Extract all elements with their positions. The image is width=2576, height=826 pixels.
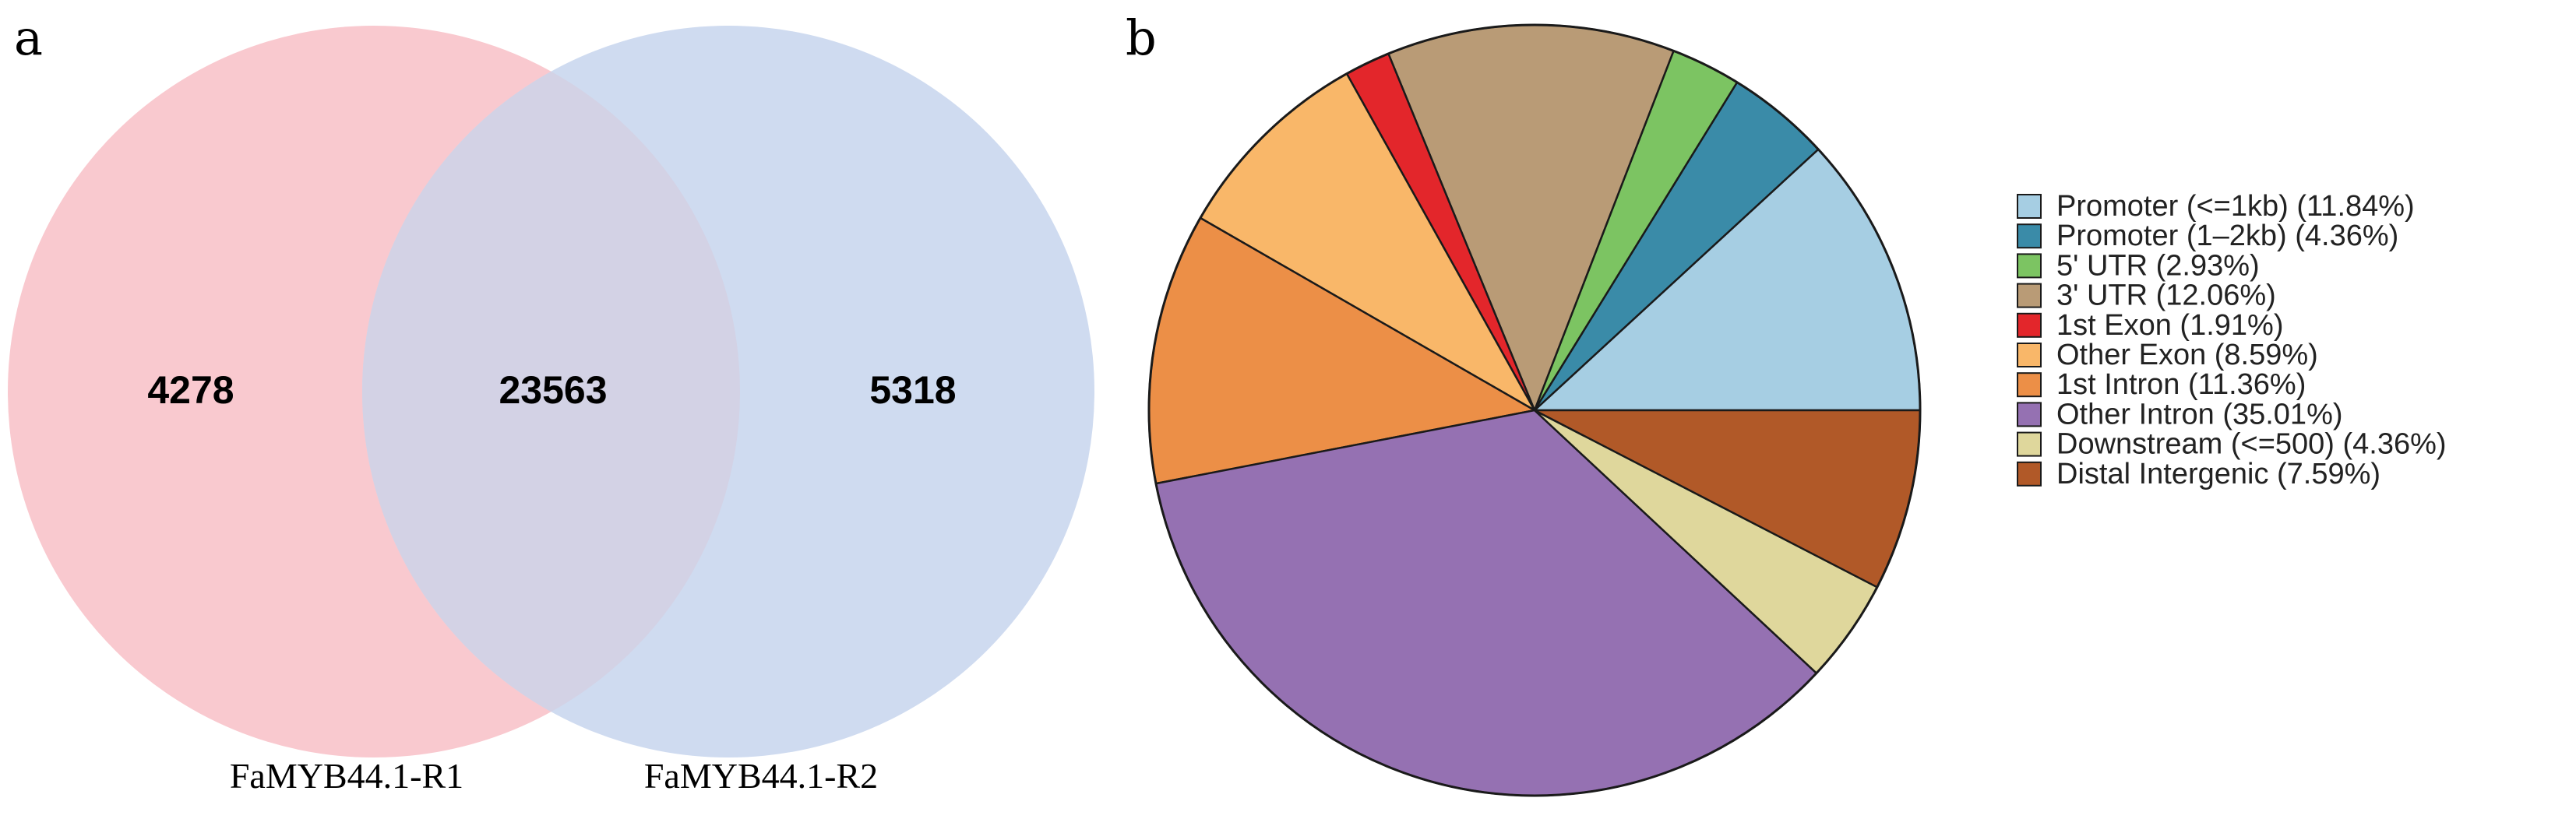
pie-panel: b Promoter (<=1kb) (11.84%)Promoter (1–2…: [1126, 9, 2447, 797]
pie-legend: Promoter (<=1kb) (11.84%)Promoter (1–2kb…: [2017, 190, 2447, 490]
venn-count-r2-only: 5318: [869, 368, 956, 412]
legend-item: Promoter (<=1kb) (11.84%): [2017, 190, 2415, 223]
legend-swatch: [2017, 431, 2042, 457]
legend-swatch: [2017, 283, 2042, 308]
legend-swatch: [2017, 461, 2042, 487]
legend-label: Other Exon (8.59%): [2056, 339, 2318, 371]
venn-diagram: a 4278 23563 5318 FaMYB44.1-R1 FaMYB44.1…: [8, 9, 1094, 796]
legend-item: 3' UTR (12.06%): [2017, 279, 2276, 312]
pie-chart: [1147, 23, 1922, 797]
legend-swatch: [2017, 372, 2042, 398]
legend-label: 1st Intron (11.36%): [2056, 368, 2306, 401]
legend-label: Promoter (1–2kb) (4.36%): [2056, 220, 2398, 252]
legend-swatch: [2017, 223, 2042, 249]
legend-label: 3' UTR (12.06%): [2056, 279, 2276, 312]
legend-item: 1st Exon (1.91%): [2017, 309, 2283, 342]
legend-label: 1st Exon (1.91%): [2056, 309, 2283, 342]
legend-item: 1st Intron (11.36%): [2017, 368, 2306, 401]
panel-label-b: b: [1126, 9, 1157, 66]
venn-set-label-r2: FaMYB44.1-R2: [644, 756, 878, 796]
legend-label: Downstream (<=500) (4.36%): [2056, 428, 2447, 461]
legend-swatch: [2017, 194, 2042, 219]
legend-swatch: [2017, 312, 2042, 338]
venn-intersection-region: [362, 71, 740, 712]
legend-item: Downstream (<=500) (4.36%): [2017, 428, 2447, 461]
legend-item: Other Exon (8.59%): [2017, 339, 2318, 371]
panel-label-a: a: [14, 9, 43, 66]
legend-swatch: [2017, 253, 2042, 279]
legend-item: 5' UTR (2.93%): [2017, 249, 2260, 282]
legend-label: Distal Intergenic (7.59%): [2056, 458, 2380, 490]
venn-count-r1-only: 4278: [147, 368, 234, 412]
legend-item: Promoter (1–2kb) (4.36%): [2017, 220, 2398, 252]
legend-label: Promoter (<=1kb) (11.84%): [2056, 190, 2415, 223]
pie-outline: [1147, 23, 1922, 797]
venn-set-label-r1: FaMYB44.1-R1: [230, 756, 463, 796]
legend-swatch: [2017, 402, 2042, 427]
legend-swatch: [2017, 343, 2042, 367]
legend-label: 5' UTR (2.93%): [2056, 249, 2260, 282]
legend-label: Other Intron (35.01%): [2056, 398, 2343, 431]
legend-item: Other Intron (35.01%): [2017, 398, 2343, 431]
venn-count-intersection: 23563: [499, 368, 607, 412]
legend-item: Distal Intergenic (7.59%): [2017, 458, 2380, 490]
